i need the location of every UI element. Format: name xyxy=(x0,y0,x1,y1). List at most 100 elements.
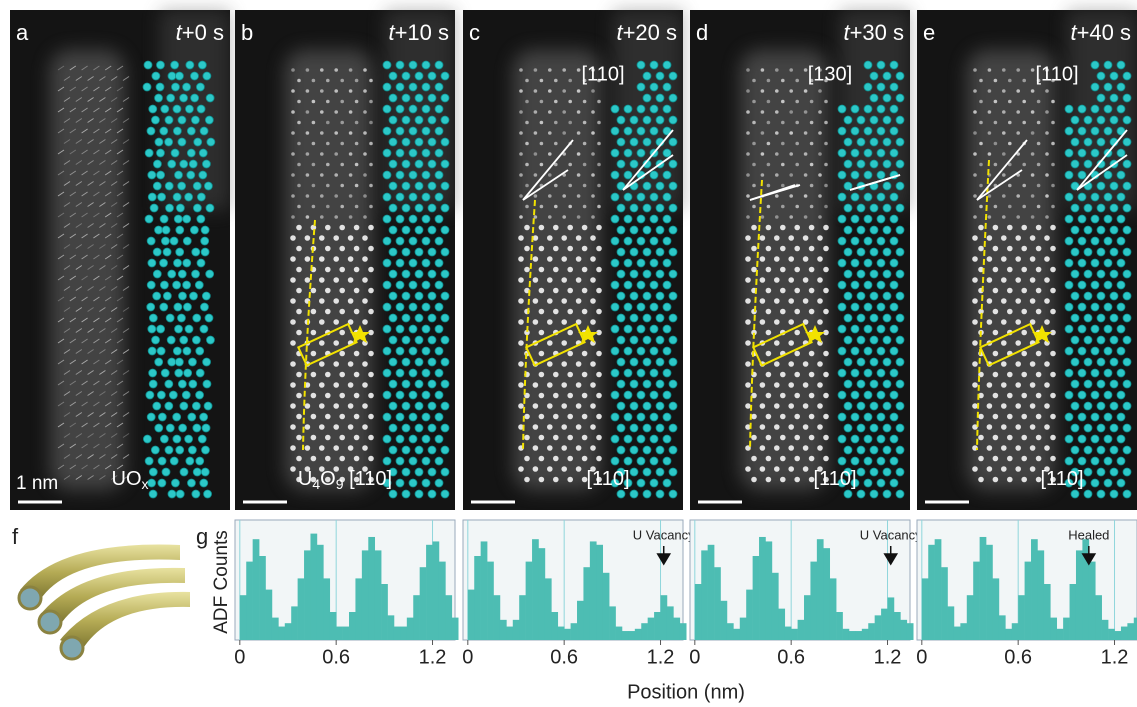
atom-column xyxy=(582,225,588,231)
atom-column xyxy=(993,246,999,252)
atom-column xyxy=(746,89,750,93)
atom-column xyxy=(554,205,558,209)
model-atom xyxy=(1065,413,1073,421)
atom-column xyxy=(1036,435,1042,441)
atom-column xyxy=(794,246,800,252)
atom-column xyxy=(1021,330,1027,336)
atom-column xyxy=(994,121,998,125)
model-atom xyxy=(896,226,904,234)
model-atom xyxy=(844,138,852,146)
atom-column xyxy=(794,477,800,483)
model-atom xyxy=(193,424,201,432)
atom-column xyxy=(1002,194,1006,198)
atom-column xyxy=(987,466,993,472)
atom-column xyxy=(539,267,545,273)
model-atom xyxy=(663,325,671,333)
atom-column xyxy=(745,298,751,304)
atom-column xyxy=(554,142,558,146)
model-atom xyxy=(441,182,449,190)
model-atom xyxy=(1123,424,1131,432)
atom-column xyxy=(553,393,559,399)
model-atom xyxy=(637,435,645,443)
atom-column xyxy=(348,298,354,304)
model-atom xyxy=(422,413,430,421)
atom-column xyxy=(291,173,295,177)
atom-column xyxy=(789,215,793,219)
model-atom xyxy=(428,160,436,168)
atom-column xyxy=(972,319,978,325)
atom-column xyxy=(333,319,339,325)
model-atom xyxy=(656,182,664,190)
atom-column xyxy=(745,403,751,409)
model-atom xyxy=(435,259,443,267)
model-atom xyxy=(173,435,181,443)
model-atom xyxy=(650,391,658,399)
model-atom xyxy=(877,435,885,443)
atom-column xyxy=(973,152,977,156)
atom-column xyxy=(973,131,977,135)
model-atom xyxy=(669,490,677,498)
model-atom xyxy=(1123,468,1131,476)
model-atom xyxy=(198,435,206,443)
atom-column xyxy=(766,330,772,336)
atom-column xyxy=(362,361,368,367)
histogram-bar xyxy=(538,548,545,640)
histogram-bar xyxy=(285,623,292,640)
atom-column xyxy=(993,267,999,273)
model-atom xyxy=(1097,336,1105,344)
model-atom xyxy=(1091,369,1099,377)
model-atom xyxy=(630,402,638,410)
model-atom xyxy=(630,468,638,476)
model-atom xyxy=(1097,424,1105,432)
atom-column xyxy=(326,163,330,167)
model-atom xyxy=(857,204,865,212)
model-atom xyxy=(188,446,196,454)
atom-column xyxy=(1031,131,1035,135)
model-atom xyxy=(189,160,197,168)
atom-column xyxy=(561,382,567,388)
model-atom xyxy=(896,116,904,124)
model-atom xyxy=(1123,72,1131,80)
atom-column xyxy=(745,319,751,325)
atom-column xyxy=(363,194,367,198)
model-atom xyxy=(617,402,625,410)
model-atom xyxy=(890,83,898,91)
atom-column xyxy=(596,225,602,231)
model-atom xyxy=(896,248,904,256)
atom-column xyxy=(553,246,559,252)
model-atom xyxy=(896,314,904,322)
model-atom xyxy=(148,479,156,487)
histogram-bar xyxy=(1108,629,1115,640)
atom-column xyxy=(818,152,822,156)
atom-column xyxy=(576,403,582,409)
model-atom xyxy=(1123,226,1131,234)
atom-column xyxy=(582,456,588,462)
model-atom xyxy=(669,94,677,102)
atom-column xyxy=(533,466,539,472)
model-atom xyxy=(150,204,158,212)
atom-column xyxy=(333,445,339,451)
histogram-bar xyxy=(948,606,955,640)
model-atom xyxy=(656,204,664,212)
atom-column xyxy=(1037,205,1041,209)
model-atom xyxy=(883,204,891,212)
atom-column xyxy=(1044,298,1050,304)
atom-column xyxy=(794,414,800,420)
atom-column xyxy=(987,319,993,325)
model-atom xyxy=(617,358,625,366)
atom-column xyxy=(972,235,978,241)
model-atom xyxy=(857,138,865,146)
atom-column xyxy=(823,267,829,273)
histogram-bar xyxy=(343,627,350,640)
model-atom xyxy=(1097,116,1105,124)
model-atom xyxy=(196,457,204,465)
model-atom xyxy=(624,105,632,113)
model-atom xyxy=(643,138,651,146)
model-atom xyxy=(435,479,443,487)
model-atom xyxy=(1110,248,1118,256)
zone-axis-label: [110] xyxy=(582,63,625,85)
model-atom xyxy=(156,83,164,91)
model-atom xyxy=(441,490,449,498)
model-atom xyxy=(1084,490,1092,498)
atom-column xyxy=(1030,445,1036,451)
